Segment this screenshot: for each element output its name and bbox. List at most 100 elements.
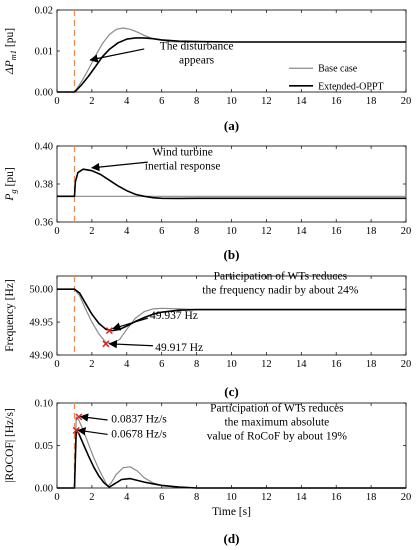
y-axis-label: Frequency [Hz]	[4, 279, 16, 351]
annotation-text-note: the maximum absolute	[224, 417, 329, 429]
y-axis-label: Pg [pu]	[4, 167, 18, 201]
x-tick-label: 18	[366, 226, 377, 237]
panel-d: 0 2 4 6 8 10 12 14 16 18 20 0.00 0.05 0.10 |ROCOF| [Hz…	[4, 399, 411, 547]
x-tick-label: 14	[296, 492, 307, 503]
x-tick-label: 20	[401, 96, 412, 107]
legend-label-base: Base case	[318, 64, 358, 75]
annotation-arrow	[79, 413, 108, 422]
panel-label: (c)	[224, 384, 238, 399]
x-tick-label: 8	[194, 226, 199, 237]
x-tick-label: 12	[261, 359, 272, 370]
x-tick-label: 14	[296, 359, 307, 370]
x-tick-label: 6	[159, 96, 164, 107]
y-tick-label: 0.10	[35, 399, 53, 410]
x-tick-label: 2	[89, 492, 94, 503]
y-tick-label: 50.00	[29, 285, 53, 296]
y-tick-label: 0.00	[35, 484, 53, 495]
annotation-text-note: value of RoCoF by about 19%	[207, 431, 348, 443]
plot-frame	[56, 145, 407, 223]
y-tick-label: 49.95	[29, 318, 53, 329]
annotation-text-v1: 49.937 Hz	[150, 310, 198, 322]
y-axis-label-unit: [pu]	[4, 28, 16, 50]
y-tick-label: 49.90	[29, 351, 53, 362]
annotation-text-wind: inertial response	[145, 160, 221, 172]
panel-c: 0 2 4 6 8 10 12 14 16 18 20 49.90 49.95 50.00 Frequenc…	[4, 271, 411, 399]
series-line-ext	[57, 429, 406, 489]
x-tick-label: 10	[226, 226, 237, 237]
x-tick-label: 14	[296, 226, 307, 237]
annotation-text-v2: 0.0678 Hz/s	[111, 429, 167, 441]
nadir-marker	[102, 340, 110, 348]
panel-label: (d)	[224, 531, 240, 546]
x-tick-label: 14	[296, 96, 307, 107]
x-tick-label: 20	[401, 359, 412, 370]
x-tick-label: 2	[89, 359, 94, 370]
y-axis-label: |ROCOF| [Hz/s]	[4, 408, 16, 483]
x-tick-label: 0	[54, 359, 59, 370]
y-axis-label-sub: g	[8, 189, 18, 193]
annotation-arrow	[112, 317, 148, 331]
x-tick-label: 16	[331, 359, 342, 370]
annotation-arrow	[91, 161, 148, 172]
x-tick-label: 16	[331, 96, 342, 107]
x-tick-label: 18	[366, 492, 377, 503]
x-tick-label: 0	[54, 492, 59, 503]
x-tick-label: 4	[124, 96, 130, 107]
y-axis-label-main: ΔP	[4, 60, 16, 75]
x-tick-label: 16	[331, 492, 342, 503]
x-tick-label: 20	[401, 226, 412, 237]
annotation-text-wind: Wind turbine	[152, 146, 213, 158]
annotation-arrow	[108, 339, 154, 349]
annotation-text-note: the frequency nadir by about 24%	[202, 285, 359, 297]
annotation-text-dist: appears	[179, 55, 215, 67]
legend-label-ext: Extended-OPPT	[318, 81, 384, 92]
legend: Base case Extended-OPPT	[289, 64, 384, 92]
x-tick-label: 6	[159, 359, 164, 370]
series-line-ext	[57, 37, 406, 93]
annotation-text-v2: 49.917 Hz	[155, 342, 203, 354]
x-tick-label: 8	[194, 492, 199, 503]
annotation-text-note: Participation of WTs reduces	[214, 271, 348, 283]
series-line-ext	[57, 168, 406, 200]
x-tick-label: 10	[226, 492, 237, 503]
x-tick-label: 12	[261, 492, 272, 503]
x-tick-label: 18	[366, 359, 377, 370]
x-tick-label: 20	[401, 492, 412, 503]
y-tick-label: 0.01	[35, 47, 53, 58]
annotation-text-dist: The disturbance	[160, 41, 234, 53]
y-axis-label-main: P	[4, 194, 16, 202]
x-tick-label: 18	[366, 96, 377, 107]
annotation-text-note: Participation of WTs reduces	[210, 403, 344, 415]
y-tick-label: 0.02	[35, 6, 53, 17]
y-tick-label: 0.38	[35, 180, 53, 191]
x-tick-label: 10	[226, 359, 237, 370]
x-tick-label: 12	[261, 226, 272, 237]
x-tick-label: 6	[159, 492, 164, 503]
x-tick-label: 2	[89, 226, 94, 237]
y-axis-label-unit: [pu]	[4, 167, 16, 189]
panel-b: 0 2 4 6 8 10 12 14 16 18 20 0.36 0.38 0.40 Pg [pu] Wind…	[4, 142, 411, 263]
panel-label: (b)	[224, 247, 240, 262]
y-axis-label: ΔPm1 [pu]	[4, 28, 18, 75]
panel-a: 0 2 4 6 8 10 12 14 16 18 20 0.00 0.01 0.02 ΔPm1 [pu] Th…	[4, 6, 411, 134]
x-tick-label: 0	[54, 226, 59, 237]
x-tick-label: 8	[194, 359, 199, 370]
y-tick-label: 0.05	[35, 441, 53, 452]
x-tick-label: 12	[261, 96, 272, 107]
x-tick-label: 16	[331, 226, 342, 237]
annotation-arrow	[89, 48, 145, 63]
annotation-arrow	[77, 427, 108, 436]
x-tick-label: 4	[124, 492, 130, 503]
x-tick-label: 8	[194, 96, 199, 107]
annotation-text-v1: 0.0837 Hz/s	[111, 413, 167, 425]
x-tick-label: 0	[54, 96, 59, 107]
y-tick-label: 0.00	[35, 88, 53, 99]
x-tick-label: 2	[89, 96, 94, 107]
y-tick-label: 0.40	[35, 142, 53, 153]
x-tick-label: 4	[124, 226, 130, 237]
nadir-marker	[105, 327, 113, 335]
x-tick-label: 10	[226, 96, 237, 107]
y-axis-label-sub: m1	[8, 50, 18, 60]
x-axis-label: Time [s]	[212, 506, 251, 518]
